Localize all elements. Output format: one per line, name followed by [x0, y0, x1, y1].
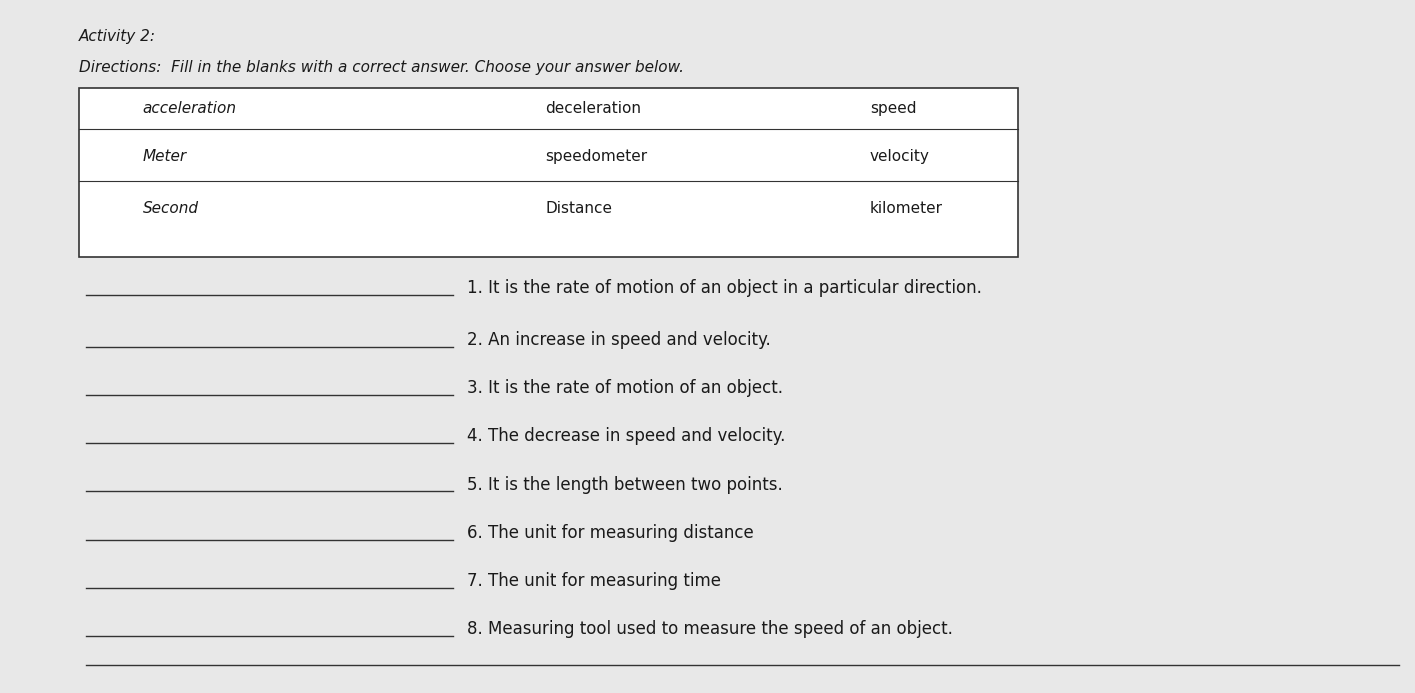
Text: Second: Second	[143, 201, 198, 216]
Text: velocity: velocity	[870, 149, 930, 164]
Text: Meter: Meter	[143, 149, 187, 164]
Text: 8. Measuring tool used to measure the speed of an object.: 8. Measuring tool used to measure the sp…	[467, 620, 954, 638]
Bar	[79, 88, 1019, 257]
Text: Directions:  Fill in the blanks with a correct answer. Choose your answer below.: Directions: Fill in the blanks with a co…	[79, 60, 683, 75]
Text: 2. An increase in speed and velocity.: 2. An increase in speed and velocity.	[467, 331, 771, 349]
Text: acceleration: acceleration	[143, 101, 236, 116]
Text: Distance: Distance	[545, 201, 613, 216]
Text: 1. It is the rate of motion of an object in a particular direction.: 1. It is the rate of motion of an object…	[467, 279, 982, 297]
Text: 3. It is the rate of motion of an object.: 3. It is the rate of motion of an object…	[467, 379, 784, 397]
Text: 7. The unit for measuring time: 7. The unit for measuring time	[467, 572, 722, 590]
Text: 5. It is the length between two points.: 5. It is the length between two points.	[467, 475, 782, 493]
Text: 4. The decrease in speed and velocity.: 4. The decrease in speed and velocity.	[467, 427, 785, 445]
Text: 6. The unit for measuring distance: 6. The unit for measuring distance	[467, 524, 754, 542]
Text: kilometer: kilometer	[870, 201, 942, 216]
Text: speedometer: speedometer	[545, 149, 647, 164]
Text: deceleration: deceleration	[545, 101, 641, 116]
Text: Activity 2:: Activity 2:	[79, 29, 156, 44]
Text: speed: speed	[870, 101, 917, 116]
